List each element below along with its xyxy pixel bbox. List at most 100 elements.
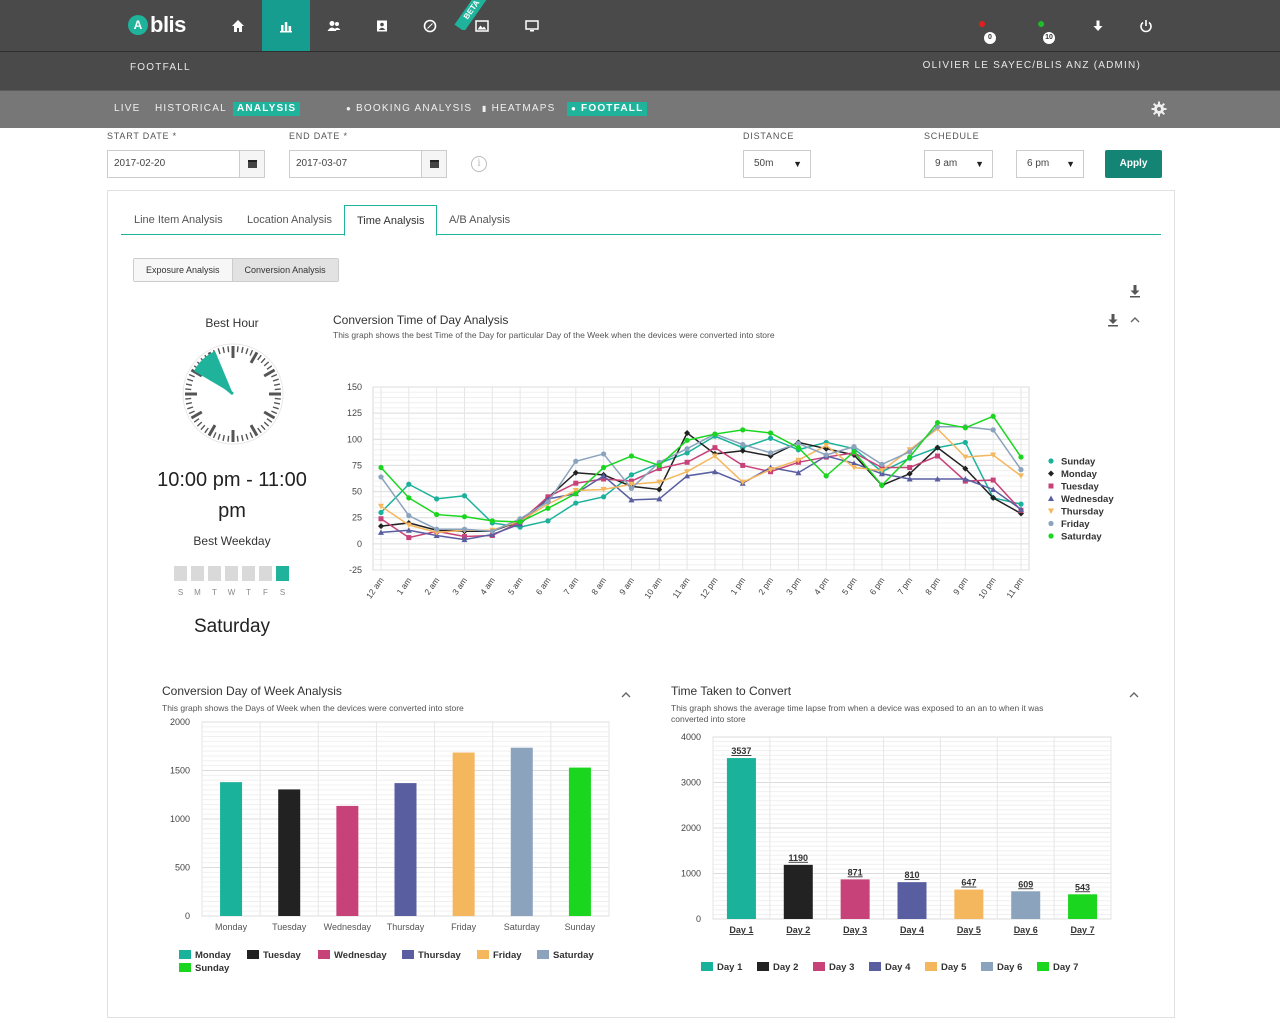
x-tick-label: 10 pm: [976, 575, 998, 600]
collapse-time-chart-button[interactable]: [1128, 313, 1142, 327]
weekday-letter: T: [246, 588, 251, 597]
x-tick-label: 1 pm: [728, 575, 747, 596]
subnav-analysis[interactable]: ANALYSIS: [233, 102, 301, 116]
download-icon: [1093, 20, 1103, 31]
legend-swatch: [179, 950, 191, 959]
end-date-input[interactable]: 2017-03-07: [289, 150, 447, 178]
apply-button[interactable]: Apply: [1105, 150, 1162, 178]
export-all-button[interactable]: [1128, 284, 1142, 298]
alert-red[interactable]: ● 0: [974, 16, 998, 44]
start-date-input[interactable]: 2017-02-20: [107, 150, 265, 178]
data-point: [517, 519, 523, 525]
nav-analytics[interactable]: [262, 0, 310, 51]
legend-label: Sunday: [195, 963, 230, 974]
bar-value-label: 609: [1018, 879, 1033, 889]
subnav-live[interactable]: LIVE: [114, 103, 141, 114]
nav-compass[interactable]: [406, 0, 454, 51]
data-point: [934, 444, 941, 451]
subtab-conversion-analysis[interactable]: Conversion Analysis: [231, 259, 338, 281]
data-point: [962, 439, 968, 446]
alert-green[interactable]: ● 10: [1033, 16, 1057, 44]
day-of-week-chart-title: Conversion Day of Week Analysis: [162, 684, 342, 698]
export-time-chart-button[interactable]: [1106, 313, 1120, 327]
gear-icon[interactable]: [1151, 101, 1167, 117]
x-tick-label: 3 pm: [784, 575, 803, 596]
legend-swatch: [537, 950, 549, 959]
legend-label: Tuesday: [263, 950, 302, 961]
data-point: [573, 491, 579, 497]
schedule-from-select[interactable]: 9 am ▼: [924, 150, 993, 178]
clock-tick: [188, 373, 195, 378]
data-point: [489, 531, 496, 537]
x-tick-label: Day 2: [786, 925, 810, 935]
nav-display[interactable]: [508, 0, 556, 51]
data-point: [1018, 501, 1024, 507]
logout-button[interactable]: [1122, 0, 1170, 51]
data-point: [1018, 473, 1024, 479]
tab-location-analysis[interactable]: Location Analysis: [247, 214, 332, 226]
x-tick-label: 4 am: [478, 575, 497, 596]
nav-creatives[interactable]: [458, 0, 506, 51]
clock-tick: [245, 433, 249, 440]
data-point: [573, 458, 579, 464]
data-point: [545, 505, 551, 511]
clock-tick: [274, 397, 281, 400]
time-of-day-chart-title: Conversion Time of Day Analysis: [333, 313, 509, 327]
calendar-icon: [247, 160, 257, 168]
x-tick-label: 2 am: [422, 575, 441, 596]
subnav-footfall[interactable]: ● FOOTFALL: [567, 102, 648, 116]
data-point: [962, 454, 969, 461]
bar-value-label: 810: [904, 870, 919, 880]
bar-value-label: 3537: [731, 746, 751, 756]
day-of-week-chart-subtitle: This graph shows the Days of Week when t…: [162, 703, 464, 713]
start-date-calendar-button[interactable]: [239, 151, 264, 177]
nav-home[interactable]: [214, 0, 262, 51]
subnav-heatmaps[interactable]: ▮ HEATMAPS: [478, 102, 559, 116]
data-point: [1018, 467, 1024, 473]
legend-label: Day 2: [773, 962, 798, 973]
tab-ab-analysis[interactable]: A/B Analysis: [449, 214, 511, 226]
data-point: [990, 486, 997, 492]
data-point: [378, 503, 384, 510]
nav-contacts[interactable]: [358, 0, 406, 51]
subnav-heatmaps-label: HEATMAPS: [491, 103, 556, 114]
blis-logo[interactable]: A blis: [128, 12, 186, 38]
x-tick-label: Day 3: [843, 925, 867, 935]
end-date-calendar-button[interactable]: [421, 151, 446, 177]
clock-tick: [196, 421, 203, 427]
clock-tick: [241, 434, 244, 442]
distance-select[interactable]: 50m ▼: [743, 150, 811, 178]
logo-mark-icon: A: [128, 15, 148, 35]
legend-label: Thursday: [418, 950, 461, 961]
data-point: [795, 457, 802, 464]
clock-tick: [249, 351, 259, 364]
info-icon[interactable]: i: [471, 156, 487, 172]
collapse-day-of-week-button[interactable]: [619, 688, 633, 702]
time-to-convert-bar-chart: 0 1000 2000 3000 4000 Day 1 3537 Day 2 1190 Day 3…: [681, 732, 1112, 973]
legend-marker: [1048, 533, 1054, 539]
tab-time-analysis[interactable]: Time Analysis: [344, 205, 438, 236]
data-point: [795, 445, 801, 451]
data-point: [907, 449, 913, 455]
x-tick-label: 2 pm: [756, 575, 775, 596]
data-point: [712, 445, 718, 451]
data-point: [739, 479, 746, 486]
tab-line-item-analysis[interactable]: Line Item Analysis: [134, 214, 223, 226]
subnav-booking-analysis[interactable]: ● BOOKING ANALYSIS: [342, 102, 476, 116]
compass-icon: [423, 19, 437, 32]
legend-label: Thursday: [1061, 507, 1104, 518]
subnav-historical[interactable]: HISTORICAL: [155, 103, 227, 114]
caret-down-icon: ▼: [975, 159, 984, 169]
chevron-up-icon: [1129, 692, 1139, 698]
clock-tick: [190, 410, 203, 420]
nav-users[interactable]: [310, 0, 358, 51]
schedule-to-select[interactable]: 6 pm ▼: [1016, 150, 1084, 178]
user-name[interactable]: OLIVIER LE SAYEC/BLIS ANZ (ADMIN): [922, 60, 1141, 71]
subtab-exposure-analysis[interactable]: Exposure Analysis: [134, 259, 232, 281]
collapse-time-to-convert-button[interactable]: [1127, 688, 1141, 702]
data-point: [378, 529, 384, 535]
download-button[interactable]: [1074, 0, 1122, 51]
legend-marker: [1048, 508, 1054, 514]
legend-label: Wednesday: [1061, 494, 1114, 505]
data-point: [378, 516, 384, 522]
